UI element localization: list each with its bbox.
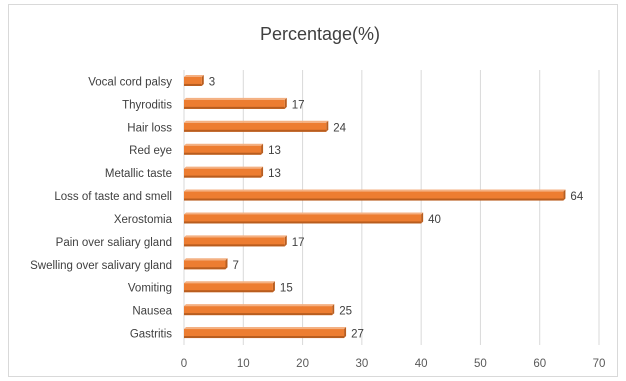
- bar-top-face: [184, 327, 347, 330]
- x-tick-label: 40: [415, 358, 428, 370]
- bar: [184, 191, 564, 201]
- bar: [184, 122, 327, 132]
- bar: [184, 237, 285, 247]
- bar: [184, 283, 273, 293]
- bar-top-face: [184, 97, 287, 100]
- data-label: 17: [292, 99, 305, 111]
- bar-bottom-edge: [184, 175, 262, 178]
- bar: [184, 168, 262, 178]
- gridlines: [183, 70, 600, 345]
- chart-title: Percentage(%): [260, 24, 380, 44]
- bar: [184, 260, 226, 270]
- bar-top-face: [184, 74, 204, 77]
- x-axis-ticks: 0 10 20 30 40 50 60 70: [181, 358, 606, 370]
- data-labels: 3 17 24 13 13 64 40 17 7 15 25 27: [209, 76, 584, 340]
- bar-side-face: [201, 74, 204, 86]
- bar-bottom-edge: [184, 198, 564, 201]
- x-tick-label: 50: [474, 358, 487, 370]
- x-tick-label: 0: [181, 358, 187, 370]
- x-tick-label: 60: [533, 358, 546, 370]
- data-label: 3: [209, 76, 215, 88]
- category-label: Xerostomia: [114, 214, 173, 226]
- category-label: Vomiting: [128, 283, 172, 295]
- bars: [184, 74, 566, 339]
- category-label: Nausea: [132, 306, 172, 318]
- category-label: Pain over saliary gland: [56, 237, 172, 249]
- data-label: 24: [333, 122, 346, 134]
- bar-side-face: [326, 120, 329, 132]
- bar-top-face: [184, 120, 329, 123]
- bar-bottom-edge: [184, 129, 327, 132]
- bar-top-face: [184, 258, 228, 261]
- bar: [184, 329, 345, 339]
- bar: [184, 76, 202, 86]
- bar-bottom-edge: [184, 267, 226, 270]
- data-label: 17: [292, 237, 305, 249]
- bar-top-face: [184, 281, 275, 284]
- bar-side-face: [563, 189, 566, 201]
- bar-top-face: [184, 212, 424, 215]
- category-label: Thyroditis: [122, 99, 172, 111]
- category-label: Gastritis: [130, 329, 172, 341]
- data-label: 40: [428, 214, 441, 226]
- category-labels: Vocal cord palsy Thyroditis Hair loss Red e…: [30, 76, 173, 340]
- bar: [184, 214, 422, 224]
- data-label: 27: [351, 329, 364, 341]
- bar-top-face: [184, 143, 264, 146]
- bar-side-face: [284, 97, 287, 109]
- category-label: Swelling over salivary gland: [30, 260, 172, 272]
- bar-bottom-edge: [184, 290, 273, 293]
- category-label: Loss of taste and smell: [54, 191, 172, 203]
- data-label: 64: [570, 191, 583, 203]
- category-label: Metallic taste: [105, 168, 172, 180]
- bar: [184, 306, 333, 316]
- data-label: 7: [233, 260, 239, 272]
- x-tick-label: 70: [593, 358, 606, 370]
- data-label: 15: [280, 283, 293, 295]
- x-tick-label: 10: [237, 358, 250, 370]
- bar-bottom-edge: [184, 244, 285, 247]
- bar-bottom-edge: [184, 313, 333, 316]
- bar-bottom-edge: [184, 152, 262, 155]
- bar-bottom-edge: [184, 106, 285, 109]
- data-label: 25: [339, 306, 352, 318]
- bar-side-face: [261, 143, 264, 155]
- bar-side-face: [272, 281, 275, 293]
- bar-bottom-edge: [184, 83, 202, 86]
- x-tick-label: 30: [355, 358, 368, 370]
- bar-bottom-edge: [184, 221, 422, 224]
- data-label: 13: [268, 145, 281, 157]
- category-label: Red eye: [129, 145, 172, 157]
- category-label: Hair loss: [127, 122, 172, 134]
- data-label: 13: [268, 168, 281, 180]
- bar-top-face: [184, 166, 264, 169]
- bar-top-face: [184, 189, 566, 192]
- bar-side-face: [421, 212, 424, 224]
- bar: [184, 99, 285, 109]
- x-tick-label: 20: [296, 358, 309, 370]
- bar-top-face: [184, 235, 287, 238]
- bar: [184, 145, 262, 155]
- bar-bottom-edge: [184, 336, 345, 339]
- bar-side-face: [344, 327, 347, 339]
- bar-side-face: [225, 258, 228, 270]
- category-label: Vocal cord palsy: [88, 76, 172, 88]
- bar-top-face: [184, 304, 335, 307]
- bar-side-face: [284, 235, 287, 247]
- bar-side-face: [332, 304, 335, 316]
- bar-side-face: [261, 166, 264, 178]
